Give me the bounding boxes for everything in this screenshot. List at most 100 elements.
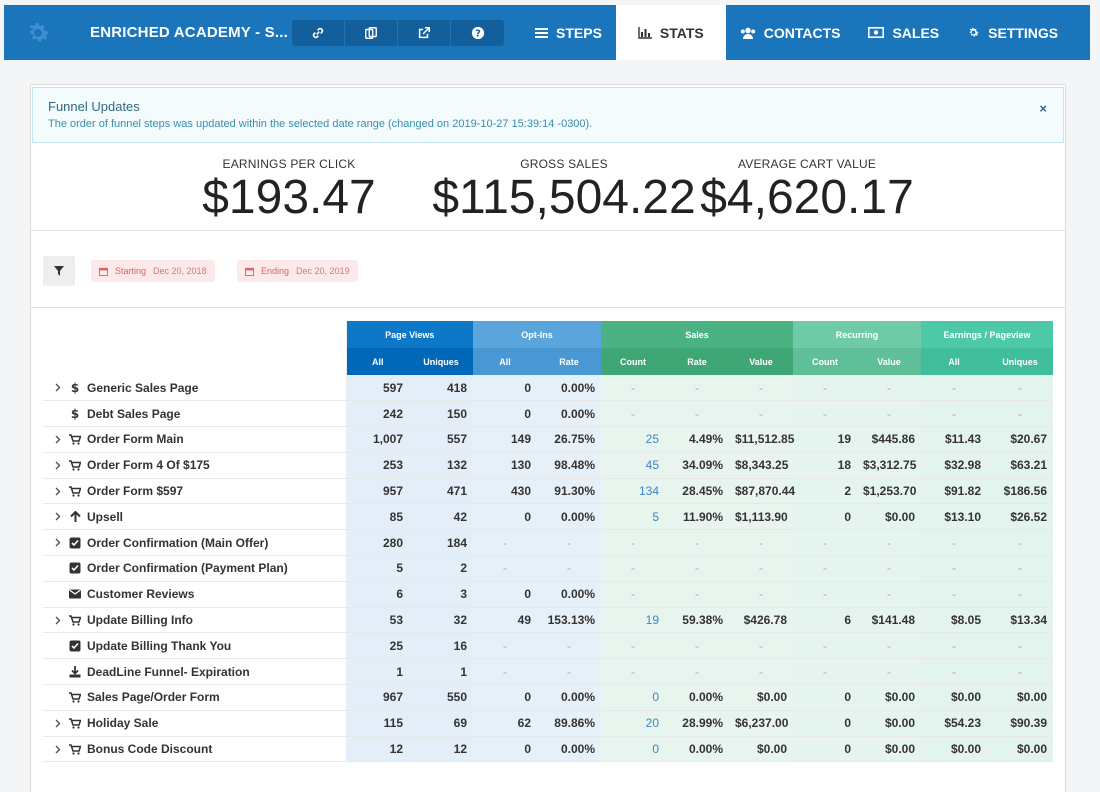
table-row[interactable]: Customer Reviews 6 3 0 0.00% - - - - - - - [43, 581, 1054, 608]
kpi-label: EARNINGS PER CLICK [222, 157, 356, 171]
group-opt-ins: Opt-Ins [473, 321, 601, 348]
table-row[interactable]: Order Confirmation (Payment Plan) 5 2- - - - -… [43, 555, 1054, 582]
table-cell: $0.00 [729, 736, 793, 763]
cart-icon [67, 692, 83, 703]
chevron-right-icon[interactable] [49, 538, 67, 547]
external-link-icon[interactable] [398, 19, 451, 46]
table-cell[interactable]: 45 [601, 452, 665, 479]
chevron-right-icon[interactable] [49, 512, 67, 521]
table-row[interactable]: Bonus Code Discount 12 12 0 0.00% 0 0.00% $0.00… [43, 736, 1054, 763]
table-cell: 26.75% [537, 426, 601, 453]
step-name-label[interactable]: Sales Page/Order Form [87, 690, 220, 705]
step-name-label[interactable]: Update Billing Info [87, 613, 193, 628]
step-name-label[interactable]: Holiday Sale [87, 716, 159, 731]
chevron-right-icon[interactable] [49, 616, 67, 625]
table-cell: 957 [346, 478, 409, 505]
table-cell: 6 [346, 581, 409, 608]
col-sales-rate[interactable]: Rate [665, 348, 729, 375]
chevron-right-icon[interactable] [49, 383, 67, 392]
table-row[interactable]: Sales Page/Order Form 967 550 0 0.00% 0 0.00% $… [43, 684, 1054, 711]
calendar-icon [245, 267, 254, 276]
col-epv-all[interactable]: All [921, 348, 988, 375]
table-row[interactable]: Update Billing Thank You 25 16- - - - - - - - - [43, 632, 1054, 660]
col-sales-count[interactable]: Count [601, 348, 665, 375]
table-cell: $186.56 [987, 478, 1054, 505]
table-row[interactable]: Order Form Main 1,007 557 149 26.75% 25 4.49% $… [43, 426, 1054, 453]
svg-text:$: $ [71, 407, 79, 420]
step-name-label[interactable]: Customer Reviews [87, 587, 195, 602]
help-icon[interactable]: ? [451, 19, 504, 46]
step-name-cell: Holiday Sale [43, 710, 346, 737]
table-cell: 550 [409, 684, 473, 711]
table-cell: - [793, 658, 857, 686]
table-cell: $0.00 [857, 684, 922, 711]
col-sales-value[interactable]: Value [729, 348, 793, 375]
col-recurring-count[interactable]: Count [793, 348, 857, 375]
step-name: Order Form $597 [49, 484, 340, 498]
step-name-label[interactable]: Order Confirmation (Payment Plan) [87, 561, 288, 576]
col-optin-rate[interactable]: Rate [537, 348, 601, 375]
filter-button[interactable] [43, 256, 75, 286]
starting-date-chip[interactable]: Starting Dec 20, 2018 [91, 260, 215, 282]
chevron-right-icon[interactable] [49, 719, 67, 728]
table-cell: - [921, 632, 988, 660]
check-square-icon [67, 640, 83, 652]
table-cell[interactable]: 19 [601, 607, 665, 634]
table-cell: 430 [473, 478, 537, 505]
table-row[interactable]: Order Form $597 957 471 430 91.30% 134 28.45% $… [43, 478, 1054, 505]
step-name-label[interactable]: Update Billing Thank You [87, 638, 232, 653]
close-icon[interactable]: × [1039, 101, 1047, 116]
chevron-right-icon[interactable] [49, 487, 67, 496]
top-navbar: ENRICHED ACADEMY - S... ? STEPS STATS CO… [4, 5, 1090, 60]
chevron-right-icon[interactable] [49, 461, 67, 470]
filter-icon [54, 266, 64, 276]
step-name-label[interactable]: DeadLine Funnel- Expiration [87, 664, 250, 679]
col-recurring-value[interactable]: Value [857, 348, 922, 375]
chevron-right-icon[interactable] [49, 435, 67, 444]
table-cell: 28.99% [665, 710, 729, 737]
table-cell[interactable]: 134 [601, 478, 665, 505]
step-name-label[interactable]: Generic Sales Page [87, 380, 199, 395]
step-name-label[interactable]: Order Form $597 [87, 484, 184, 499]
tab-stats[interactable]: STATS [615, 5, 726, 60]
table-cell: 2 [409, 555, 473, 582]
table-row[interactable]: Holiday Sale 115 69 62 89.86% 20 28.99% $6,237.… [43, 710, 1054, 737]
download-icon [67, 665, 83, 678]
col-optin-all[interactable]: All [473, 348, 537, 375]
table-row[interactable]: $ Generic Sales Page 597 418 0 0.00% - - - - - - - [43, 375, 1054, 402]
tab-settings[interactable]: SETTINGS [953, 5, 1072, 60]
table-cell[interactable]: 25 [601, 426, 665, 453]
ending-date-chip[interactable]: Ending Dec 20, 2019 [237, 260, 358, 282]
tab-steps[interactable]: STEPS [521, 5, 616, 60]
step-name-label[interactable]: Order Form Main [87, 432, 184, 447]
funnel-title[interactable]: ENRICHED ACADEMY - S... [90, 24, 288, 41]
table-row[interactable]: Update Billing Info 53 32 49 153.13% 19 59.38%… [43, 607, 1054, 634]
table-row[interactable]: Order Form 4 Of $175 253 132 130 98.48% 45 34.… [43, 452, 1054, 479]
table-cell[interactable]: 20 [601, 710, 665, 737]
tab-contacts[interactable]: CONTACTS [726, 5, 855, 60]
step-name-label[interactable]: Debt Sales Page [87, 406, 181, 421]
link-icon[interactable] [292, 19, 345, 46]
table-row[interactable]: DeadLine Funnel- Expiration 1 1- - - - - - - - - [43, 658, 1054, 686]
col-pv-uniques[interactable]: Uniques [409, 348, 473, 375]
tab-sales[interactable]: SALES [854, 5, 953, 60]
col-pv-all[interactable]: All [346, 348, 409, 375]
copy-icon[interactable] [345, 19, 398, 46]
table-cell: 471 [409, 478, 473, 505]
table-cell[interactable]: 5 [601, 503, 665, 531]
table-row[interactable]: $ Debt Sales Page 242 150 0 0.00% - - - - - - - [43, 400, 1054, 428]
table-row[interactable]: Upsell 85 42 0 0.00% 5 11.90% $1,113.90 0 $0.00 $1… [43, 503, 1054, 531]
gear-icon[interactable] [4, 5, 72, 60]
table-cell: $0.00 [857, 503, 922, 531]
step-name: Sales Page/Order Form [49, 690, 340, 704]
table-cell: 184 [409, 529, 473, 557]
col-epv-uniques[interactable]: Uniques [987, 348, 1054, 375]
table-cell[interactable]: 0 [601, 736, 665, 763]
step-name-label[interactable]: Order Form 4 Of $175 [87, 458, 210, 473]
step-name-label[interactable]: Upsell [87, 509, 124, 524]
chevron-right-icon[interactable] [49, 745, 67, 754]
table-cell[interactable]: 0 [601, 684, 665, 711]
table-row[interactable]: Order Confirmation (Main Offer) 280 184- - -… [43, 529, 1054, 557]
step-name-label[interactable]: Bonus Code Discount [87, 742, 213, 757]
step-name-label[interactable]: Order Confirmation (Main Offer) [87, 535, 269, 550]
